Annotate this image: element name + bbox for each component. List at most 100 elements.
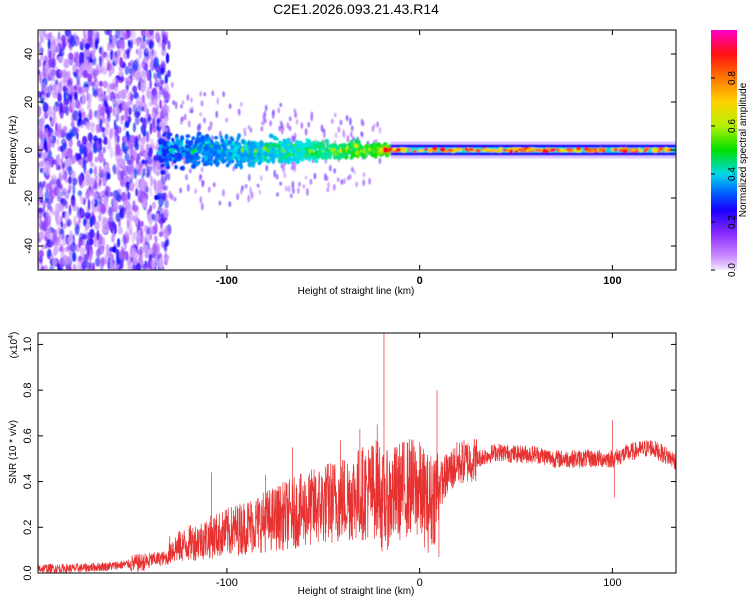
- spectrogram-cell: [278, 125, 282, 132]
- spectrogram-cell: [326, 143, 330, 148]
- spectrogram-cell: [308, 156, 311, 162]
- spectrogram-cell: [249, 127, 253, 133]
- spectrogram-cell: [247, 174, 251, 182]
- spectrogram-cell: [204, 155, 208, 161]
- spectrogram-cell: [100, 256, 105, 268]
- spectrogram-cell: [170, 137, 175, 142]
- spectrogram-cell: [58, 228, 64, 235]
- spectrogram-cell: [47, 249, 52, 258]
- spectrogram-cell: [134, 137, 138, 144]
- spectrogram-cell: [314, 159, 319, 164]
- spectrogram-cell: [125, 181, 131, 189]
- spectrogram-cell: [180, 141, 184, 147]
- spectrogram-y-ticks: 40 20 0 -20 -40: [23, 48, 676, 254]
- spectrogram-cell: [276, 192, 279, 197]
- spectrogram-cell: [59, 257, 65, 270]
- spectrogram-cell: [99, 118, 103, 128]
- spectrogram-cell: [141, 235, 147, 246]
- spectrogram-cell: [116, 49, 120, 59]
- spectrogram-cell: [68, 176, 72, 184]
- spectrogram-cell: [228, 103, 232, 109]
- spectrogram-cell: [102, 228, 109, 234]
- spectrogram-cell: [41, 36, 45, 43]
- spectrogram-cell: [333, 112, 337, 118]
- spectrogram-cell: [42, 167, 47, 173]
- spectrogram-cell: [174, 101, 178, 110]
- spectrogram-cell: [108, 69, 112, 78]
- spectrogram-cell: [243, 127, 247, 133]
- spectrogram-cell: [100, 49, 105, 58]
- spectrogram-cell: [468, 147, 474, 151]
- spectrogram-cell: [295, 159, 299, 165]
- spectrogram-cell: [152, 87, 158, 100]
- spectrogram-cell: [66, 153, 72, 159]
- spectrogram-cell: [328, 164, 332, 172]
- spectrogram-cell: [225, 117, 229, 123]
- spectrogram-cell: [654, 147, 658, 151]
- spectrogram-cell: [265, 164, 269, 172]
- spectrogram-cell: [253, 148, 258, 154]
- spectrogram-cell: [313, 155, 317, 159]
- spectrogram-cell: [115, 124, 119, 137]
- spectrogram-cell: [149, 247, 153, 255]
- spectrogram-cell: [314, 150, 318, 157]
- spectrogram-cell: [141, 41, 145, 49]
- spectrogram-cell: [120, 259, 124, 270]
- spectrogram-cell: [185, 174, 188, 181]
- spectrogram-cell: [261, 121, 265, 126]
- spectrogram-cell: [204, 140, 209, 145]
- spectrogram-cell: [498, 147, 503, 151]
- spectrogram-cell: [42, 114, 46, 124]
- y-tick-label: 0.2: [22, 520, 34, 535]
- x-tick-label: 0: [417, 577, 423, 589]
- spectrogram-cell: [107, 42, 110, 52]
- spectrogram-cell: [48, 52, 52, 60]
- spectrogram-cell: [90, 185, 94, 194]
- spectrogram-cell: [305, 146, 309, 153]
- spectrogram-cell: [127, 203, 133, 215]
- spectrogram-cell: [82, 135, 88, 145]
- spectrogram-cell: [567, 149, 574, 153]
- spectrogram-cell: [50, 132, 54, 143]
- spectrogram-cell: [58, 174, 64, 181]
- spectrogram-cell: [41, 152, 48, 159]
- spectrogram-cell: [78, 110, 82, 123]
- spectrogram-cell: [63, 254, 68, 265]
- spectrogram-x-ticks: -100 0 100: [216, 30, 622, 287]
- spectrogram-cell: [142, 168, 146, 176]
- spectrogram-cell: [167, 135, 171, 141]
- spectrogram-cell: [154, 77, 158, 84]
- spectrogram-cell: [49, 241, 54, 248]
- spectrogram-cell: [163, 186, 166, 191]
- spectrogram-cell: [243, 131, 247, 137]
- spectrogram-cell: [298, 181, 301, 187]
- colorbar-tick-label: 0.8: [727, 71, 738, 85]
- spectrogram-cell: [45, 61, 49, 70]
- spectrogram-cell: [239, 163, 243, 170]
- spectrogram-cell: [91, 177, 95, 187]
- spectrogram-cell: [256, 141, 260, 148]
- spectrogram-cell: [175, 136, 179, 143]
- spectrogram-cell: [181, 100, 185, 105]
- spectrogram-cell: [106, 250, 112, 258]
- spectrogram-cell: [78, 159, 83, 166]
- colorbar-tick-label: 0.4: [727, 167, 738, 181]
- spectrogram-cell: [116, 259, 121, 265]
- spectrogram-cell: [125, 81, 129, 93]
- spectrogram-cell: [59, 79, 64, 86]
- spectrogram-cell: [184, 144, 190, 148]
- spectrogram-cell: [362, 179, 366, 186]
- spectrogram-cell: [209, 121, 213, 126]
- spectrogram-cell: [153, 155, 159, 162]
- spectrogram-cell: [188, 168, 192, 174]
- spectrogram-cell: [324, 155, 328, 161]
- spectrogram-cell: [76, 39, 81, 46]
- spectrogram-cell: [376, 121, 379, 128]
- spectrogram-cell: [215, 157, 219, 163]
- spectrogram-cell: [163, 99, 167, 104]
- spectrogram-cell: [82, 180, 86, 188]
- spectrogram-cell: [163, 131, 167, 135]
- spectrogram-cell: [586, 149, 594, 153]
- spectrogram-cell: [658, 147, 665, 151]
- spectrogram-cell: [511, 147, 519, 151]
